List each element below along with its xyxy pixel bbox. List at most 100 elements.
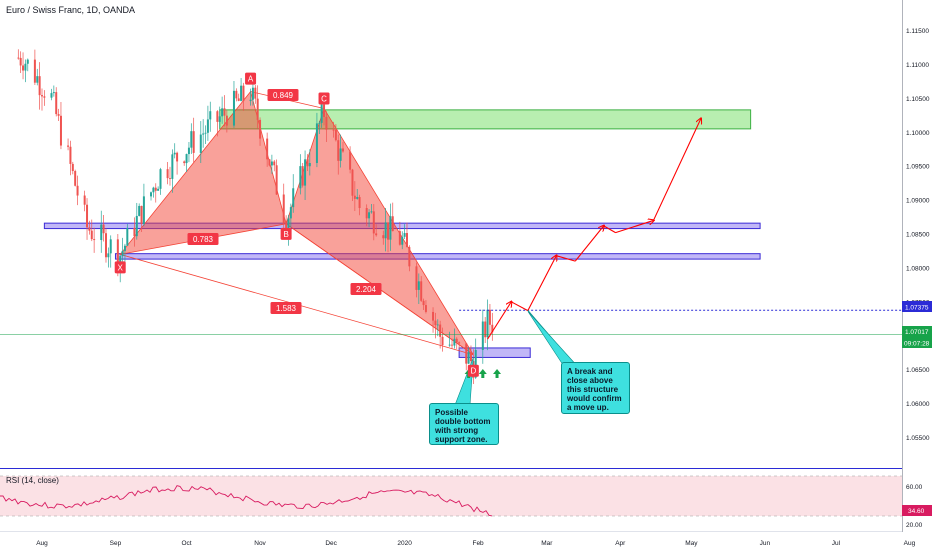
candle-body [368,212,371,219]
candle-body [242,85,245,102]
candle-body [36,76,39,83]
candle-body [398,231,401,245]
point-c-label [318,92,330,105]
time-tick: Jul [832,540,841,547]
price-tick: 1.10500 [906,96,930,103]
candle-body [159,169,162,189]
candle-body [204,132,207,134]
rsi-tick-60: 60.00 [906,484,923,491]
ratio-xb-label [187,233,219,245]
candle-body [256,98,259,120]
candle-body [240,85,243,101]
candle-body [408,247,411,267]
candle-body [33,59,36,83]
candle-body [221,108,224,117]
projection-leg [574,226,603,262]
candle-body [135,215,138,237]
price-axis[interactable]: 1.11500 1.11000 1.10500 1.10000 1.09500 1.090… [902,0,930,532]
candle-body [187,147,190,155]
candle-body [370,211,373,213]
candle-body [69,146,72,164]
candle-body [237,98,240,101]
point-a-label-text: A [248,75,254,84]
candle-body [251,87,254,100]
projection-leg [603,225,616,234]
candle-body [315,123,318,164]
price-tick: 1.11000 [906,62,929,69]
candle-body [491,324,494,333]
price-tick: 1.08500 [906,232,930,239]
candle-body [422,300,425,306]
time-axis[interactable]: Aug Sep Oct Nov Dec 2020 Feb Mar Apr May Jun Jul Aug [0,531,916,548]
candle-body [102,224,105,234]
candle-body [206,119,209,133]
candle-body [209,111,212,120]
candle-body [308,163,311,167]
candle-body [52,92,55,94]
candle-body [351,169,354,196]
candle-body [273,161,276,166]
candle-body [372,211,375,234]
candle-body [424,305,427,312]
candle-body [133,227,136,237]
candle-body [389,216,392,240]
candle-body [216,111,219,122]
projection-leg [527,256,556,311]
candle-body [323,104,326,117]
break-level-tag: 1.07375 [902,301,932,312]
candle-body [365,208,368,219]
candle-body [439,324,442,337]
lower-support-zone [114,253,761,260]
point-b-label-text: B [283,230,288,239]
candle-body [104,233,107,258]
zones-layer [43,109,761,358]
candle-body [432,311,435,321]
candles-layer [17,49,494,385]
rsi-panel[interactable] [0,475,902,517]
candle-body [481,321,484,350]
candle-body [123,245,126,251]
candle-body [268,159,271,166]
candle-body [387,222,390,240]
projection-leg [652,119,700,221]
candle-body [451,344,454,346]
time-tick: Apr [615,540,626,547]
candle-body [436,324,439,326]
candle-body [325,116,328,130]
candle-body [171,154,174,179]
candle-body [287,218,290,235]
candle-body [74,171,77,186]
candle-body [22,65,25,71]
candle-body [403,233,406,237]
candle-body [140,205,143,225]
time-tick: Aug [36,540,48,547]
candle-body [332,129,335,131]
candle-body [150,192,153,197]
candle-body [126,227,129,246]
point-b-label [280,227,292,240]
candle-body [469,352,472,362]
candle-body [259,119,262,139]
candle-body [152,187,155,193]
rsi-band [0,476,902,516]
svg-text:34.60: 34.60 [908,508,925,515]
candle-body [384,222,387,239]
projection-leg [615,220,654,234]
candle-body [154,187,157,191]
svg-text:1.07017: 1.07017 [905,329,929,336]
resistance-zone [219,109,752,130]
candle-body [17,57,20,59]
price-tick: 1.06000 [906,401,930,408]
price-panel[interactable]: X A B C D 0.849 0.783 2.204 1.583 [0,0,902,468]
candle-body [405,233,408,248]
candle-body [55,92,58,115]
price-tick: 1.09000 [906,198,930,205]
svg-text:1.07375: 1.07375 [905,305,929,312]
candle-body [334,129,337,141]
time-tick: Nov [254,540,266,547]
candle-body [185,154,188,164]
candle-body [488,309,491,325]
candle-body [292,188,295,208]
candle-body [465,343,468,364]
